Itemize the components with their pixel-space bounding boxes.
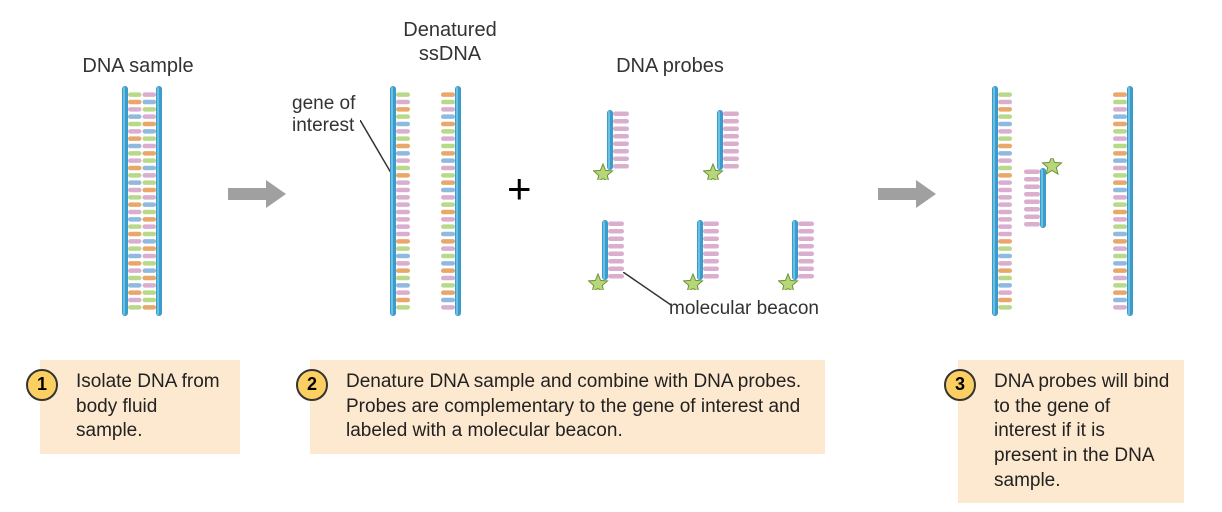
step-3-number: 3 (944, 369, 976, 401)
ssdna-right-1 (433, 86, 463, 316)
label-dna-probes: DNA probes (600, 54, 740, 78)
ssdna-right-2 (1105, 86, 1135, 316)
dna-probe-3 (588, 210, 638, 290)
arrow-2-icon (878, 180, 938, 210)
dna-probe-2 (703, 100, 753, 180)
step-1-text: Isolate DNA from body fluid sample. (76, 370, 226, 444)
dna-probe-bound (1014, 158, 1064, 238)
label-dna-sample: DNA sample (68, 54, 208, 78)
dna-probe-4 (683, 210, 733, 290)
gene-interest-text: gene of interest (292, 93, 355, 136)
step-2-text: Denature DNA sample and combine with DNA… (346, 370, 811, 444)
step-3-box: 3 DNA probes will bind to the gene of in… (958, 360, 1184, 503)
dna-probe-5 (778, 210, 828, 290)
ssdna-left-1 (388, 86, 418, 316)
label-molecular-beacon: molecular beacon (669, 298, 819, 320)
dna-probe-1 (593, 100, 643, 180)
diagram-root: DNA sample Denatured ssDNA DNA probes ge… (20, 20, 1202, 492)
arrow-1-icon (228, 180, 288, 210)
step-2-box: 2 Denature DNA sample and combine with D… (310, 360, 825, 454)
step-1-box: 1 Isolate DNA from body fluid sample. (40, 360, 240, 454)
step-2-number: 2 (296, 369, 328, 401)
step-3-text: DNA probes will bind to the gene of inte… (994, 370, 1170, 493)
dsdna-illustration (117, 86, 167, 316)
step-1-number: 1 (26, 369, 58, 401)
label-denatured-text: Denatured ssDNA (403, 19, 496, 65)
label-denatured-ssdna: Denatured ssDNA (385, 18, 515, 66)
plus-symbol: + (507, 165, 532, 213)
